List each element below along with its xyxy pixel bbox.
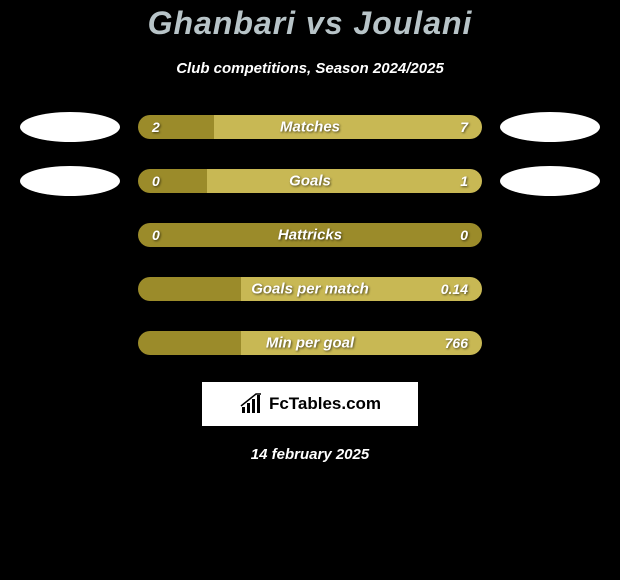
stat-label: Min per goal: [266, 335, 354, 352]
footer-date: 14 february 2025: [0, 446, 620, 463]
left-player-marker: [20, 112, 120, 142]
stat-row-min-per-goal: 766 Min per goal: [0, 328, 620, 358]
right-placeholder: [500, 274, 600, 304]
left-value: 0: [152, 227, 160, 243]
stat-bar: 0 0 Hattricks: [138, 223, 482, 247]
main-container: Ghanbari vs Joulani Club competitions, S…: [0, 0, 620, 463]
logo-text: FcTables.com: [269, 394, 381, 414]
stat-bar: 2 7 Matches: [138, 115, 482, 139]
logo-box[interactable]: FcTables.com: [202, 382, 418, 426]
right-value: 1: [460, 173, 468, 189]
stat-label: Goals per match: [251, 281, 369, 298]
stat-bar: 0.14 Goals per match: [138, 277, 482, 301]
left-placeholder: [20, 220, 120, 250]
right-value: 0.14: [441, 281, 468, 297]
stat-row-matches: 2 7 Matches: [0, 112, 620, 142]
right-placeholder: [500, 220, 600, 250]
left-player-marker: [20, 166, 120, 196]
stat-row-hattricks: 0 0 Hattricks: [0, 220, 620, 250]
chart-icon: [239, 392, 263, 416]
stat-bar: 0 1 Goals: [138, 169, 482, 193]
left-placeholder: [20, 328, 120, 358]
right-player-marker: [500, 166, 600, 196]
left-placeholder: [20, 274, 120, 304]
left-value: 2: [152, 119, 160, 135]
stat-row-goals-per-match: 0.14 Goals per match: [0, 274, 620, 304]
stat-row-goals: 0 1 Goals: [0, 166, 620, 196]
right-player-marker: [500, 112, 600, 142]
page-title: Ghanbari vs Joulani: [0, 5, 620, 42]
subtitle: Club competitions, Season 2024/2025: [0, 60, 620, 77]
right-value: 766: [445, 335, 468, 351]
right-placeholder: [500, 328, 600, 358]
right-value: 0: [460, 227, 468, 243]
stat-bar: 766 Min per goal: [138, 331, 482, 355]
stat-label: Goals: [289, 173, 331, 190]
stats-rows: 2 7 Matches 0 1 Goals 0 0 Hattricks 0.14 Goals per…: [0, 112, 620, 358]
stat-label: Hattricks: [278, 227, 342, 244]
left-value: 0: [152, 173, 160, 189]
right-value: 7: [460, 119, 468, 135]
stat-label: Matches: [280, 119, 340, 136]
